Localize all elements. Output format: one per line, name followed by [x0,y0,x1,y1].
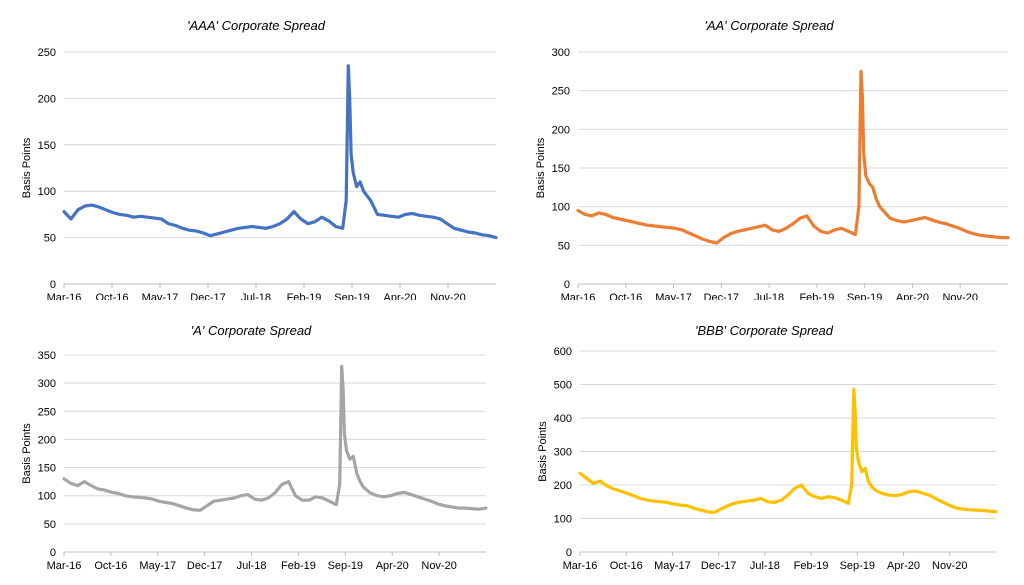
chart-aa-xtick: Sep-19 [847,292,882,300]
chart-aaa-ylabel: Basis Points [21,137,33,198]
chart-aaa-xtick: Jul-18 [241,292,271,300]
chart-aaa-xtick: Nov-20 [430,292,465,300]
chart-a-xtick: May-17 [139,560,176,572]
chart-bbb-ylabel: Basis Points [537,421,549,482]
chart-a-xtick: Jul-18 [237,560,267,572]
chart-a-ytick: 50 [44,519,56,531]
chart-aaa-xtick: Dec-17 [190,292,225,300]
chart-aaa-xtick: Apr-20 [383,292,416,300]
chart-a-xtick: Mar-16 [47,560,82,572]
chart-a-ytick: 200 [38,434,56,446]
chart-a-ytick: 250 [38,406,56,418]
chart-a-ytick: 100 [38,491,56,503]
chart-aaa-ytick: 50 [44,233,56,245]
chart-aa-ytick: 250 [552,86,570,98]
chart-a-ytick: 300 [38,378,56,390]
chart-a-xtick: Oct-16 [94,560,127,572]
chart-a-ytick: 0 [50,547,56,559]
chart-a-xtick: Apr-20 [376,560,409,572]
chart-aaa-xtick: Oct-16 [95,292,128,300]
chart-a-title: 'A' Corporate Spread [191,323,312,338]
chart-aa-xtick: May-17 [655,292,692,300]
chart-aa-ytick: 300 [552,47,570,59]
chart-aa-xtick: Feb-19 [799,292,834,300]
chart-aaa-title: 'AAA' Corporate Spread [187,18,326,33]
chart-bbb-ytick: 0 [566,547,572,559]
chart-aaa-xtick: Feb-19 [287,292,322,300]
chart-aaa-ytick: 200 [38,93,56,105]
chart-aa-xtick: Nov-20 [942,292,977,300]
chart-a-xtick: Dec-17 [187,560,222,572]
chart-bbb-xtick: Mar-16 [563,560,598,572]
chart-aaa-ytick: 150 [38,140,56,152]
chart-bbb-ytick: 300 [554,447,572,459]
chart-a-ytick: 150 [38,463,56,475]
chart-aaa: 'AAA' Corporate Spread Basis Points 0 50 100… [21,18,498,300]
chart-bbb-ytick: 200 [554,480,572,492]
chart-aaa-series-line [62,64,498,240]
chart-aa-series-line [576,69,1010,245]
chart-aaa-xtick: May-17 [142,292,179,300]
chart-bbb-xtick: Feb-19 [794,560,829,572]
chart-bbb-ytick: 100 [554,514,572,526]
chart-aaa-ytick: 250 [38,47,56,59]
chart-bbb: 'BBB' Corporate Spread Basis Points 0 100 20… [537,323,998,572]
chart-bbb-ytick: 500 [554,380,572,392]
chart-aa-ytick: 100 [552,202,570,214]
chart-bbb-xtick: Nov-20 [932,560,967,572]
chart-aa-ytick: 50 [558,240,570,252]
chart-aa-xtick: Apr-20 [896,292,929,300]
chart-a-ylabel: Basis Points [21,423,33,484]
chart-bbb-xtick: Sep-19 [840,560,875,572]
chart-bbb-series-line [578,387,998,515]
chart-bbb-xtick: Apr-20 [887,560,920,572]
chart-a-series-line [62,364,488,512]
chart-aa-ytick: 200 [552,124,570,136]
chart-aa: 'AA' Corporate Spread Basis Points 0 50 100 1… [535,18,1010,300]
chart-bbb-xtick: Oct-16 [610,560,643,572]
chart-aa-ytick: 0 [564,279,570,291]
chart-aa-ylabel: Basis Points [535,137,547,198]
chart-aa-ytick: 150 [552,163,570,175]
chart-a-xtick: Nov-20 [421,560,456,572]
chart-bbb-ytick: 600 [554,346,572,358]
chart-aa-xtick: Mar-16 [561,292,596,300]
chart-aaa-xtick: Mar-16 [47,292,82,300]
chart-aaa-ytick: 0 [50,279,56,291]
chart-aa-xtick: Dec-17 [704,292,739,300]
chart-aaa-ytick: 100 [38,186,56,198]
chart-bbb-xtick: Jul-18 [750,560,780,572]
chart-aaa-xtick: Sep-19 [334,292,369,300]
chart-bbb-ytick: 400 [554,413,572,425]
chart-bbb-xtick: May-17 [654,560,691,572]
chart-bbb-title: 'BBB' Corporate Spread [695,323,834,338]
chart-aa-xtick: Oct-16 [609,292,642,300]
chart-aa-title: 'AA' Corporate Spread [704,18,834,33]
chart-aa-xtick: Jul-18 [754,292,784,300]
chart-a-xtick: Feb-19 [281,560,316,572]
chart-a-xtick: Sep-19 [328,560,363,572]
chart-a: 'A' Corporate Spread Basis Points 0 50 100 15… [21,323,488,572]
chart-bbb-xtick: Dec-17 [701,560,736,572]
chart-a-ytick: 350 [38,350,56,362]
